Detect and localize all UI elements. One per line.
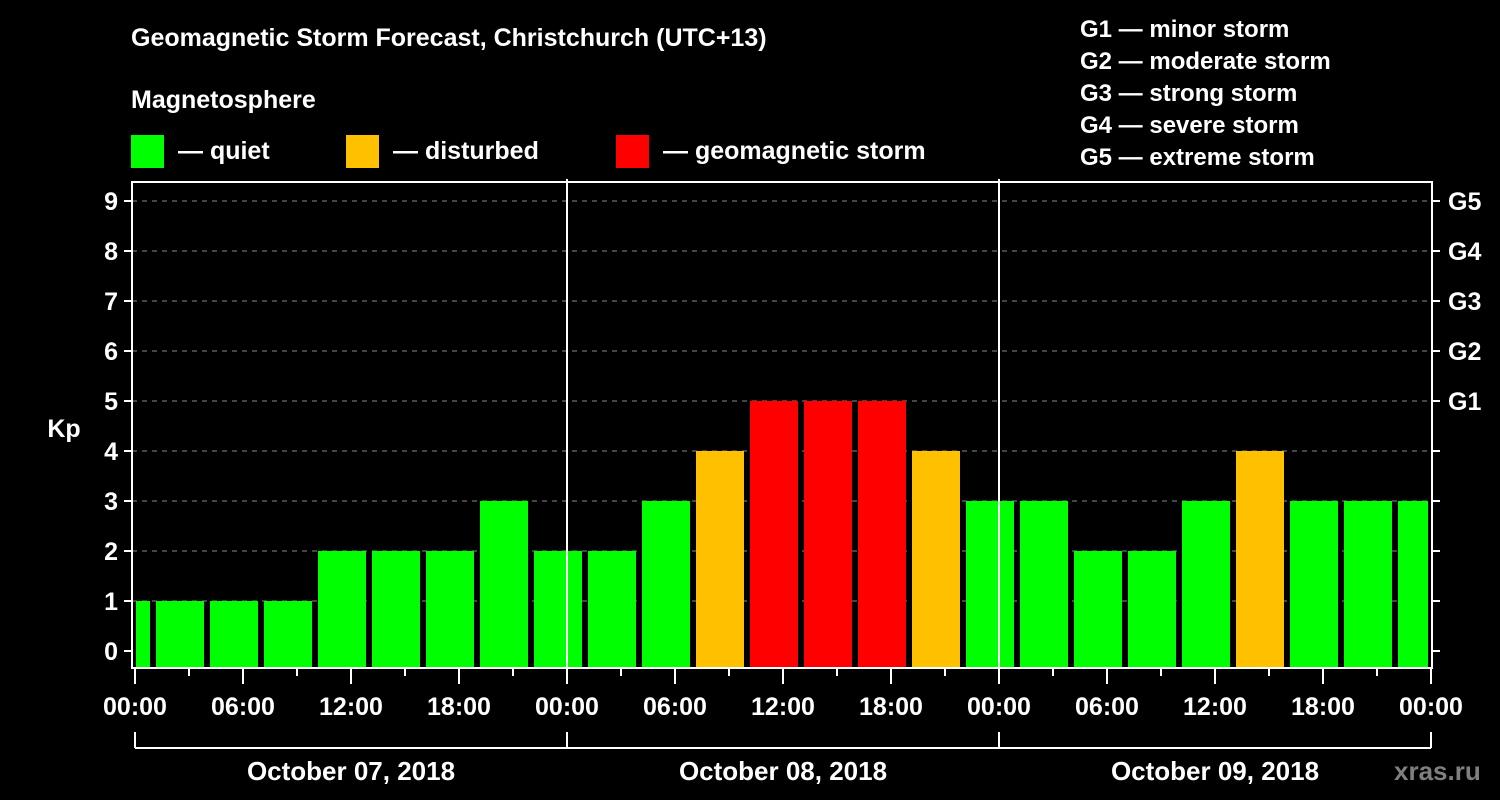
kp-bar-quiet [136, 601, 150, 668]
y-axis-label: Kp [47, 415, 80, 443]
kp-bar-storm [804, 401, 852, 668]
kp-bar-quiet [1020, 501, 1068, 668]
kp-bar-quiet [588, 551, 636, 668]
kp-bar-quiet [1290, 501, 1338, 668]
kp-bar-disturbed [1236, 451, 1284, 668]
g-scale-item: G3 — strong storm [1080, 80, 1298, 107]
y-tick-label: 8 [104, 238, 118, 266]
g-level-label: G3 [1448, 288, 1481, 316]
g-level-label: G5 [1448, 188, 1481, 216]
x-tick-label: 18:00 [859, 693, 923, 721]
magnetosphere-label: Magnetosphere [131, 86, 316, 114]
legend-disturbed: — disturbed [346, 134, 539, 168]
legend-storm-label: — geomagnetic storm [663, 136, 926, 165]
x-tick-label: 00:00 [535, 693, 599, 721]
legend-disturbed-label: — disturbed [393, 136, 539, 165]
g-scale-item: G1 — minor storm [1080, 16, 1290, 43]
kp-bar-quiet [426, 551, 474, 668]
x-tick-label: 12:00 [1183, 693, 1247, 721]
kp-bar-quiet [156, 601, 204, 668]
kp-bar-quiet [966, 501, 1014, 668]
storm-swatch-icon [616, 134, 649, 168]
x-tick-label: 06:00 [643, 693, 707, 721]
y-tick-label: 7 [104, 288, 118, 316]
y-tick-label: 6 [104, 338, 118, 366]
x-tick-label: 12:00 [751, 693, 815, 721]
date-label: October 07, 2018 [247, 756, 455, 786]
watermark: xras.ru [1394, 756, 1481, 786]
y-tick-label: 9 [104, 188, 118, 216]
g-scale-item: G4 — severe storm [1080, 112, 1299, 139]
y-tick-label: 4 [104, 438, 118, 466]
x-tick-label: 00:00 [1399, 693, 1463, 721]
kp-bar-disturbed [912, 451, 960, 668]
x-tick-label: 00:00 [103, 693, 167, 721]
kp-bar-storm [750, 401, 798, 668]
y-tick-label: 0 [104, 638, 118, 666]
kp-bar-quiet [642, 501, 690, 668]
chart-title: Geomagnetic Storm Forecast, Christchurch… [131, 24, 767, 52]
kp-bar-quiet [1128, 551, 1176, 668]
x-tick-label: 06:00 [1075, 693, 1139, 721]
kp-bar-quiet [264, 601, 312, 668]
g-level-label: G2 [1448, 338, 1481, 366]
kp-bar-quiet [1344, 501, 1392, 668]
bars [136, 401, 1428, 668]
kp-bar-quiet [1074, 551, 1122, 668]
kp-bar-quiet [210, 601, 258, 668]
kp-bar-quiet [372, 551, 420, 668]
axes [124, 179, 1440, 749]
y-tick-label: 3 [104, 488, 118, 516]
y-tick-label: 1 [104, 588, 118, 616]
legend-quiet-label: — quiet [178, 136, 270, 165]
kp-bar-quiet [318, 551, 366, 668]
kp-bar-quiet [534, 551, 582, 668]
kp-bar-disturbed [696, 451, 744, 668]
x-tick-label: 18:00 [1291, 693, 1355, 721]
date-label: October 09, 2018 [1111, 756, 1319, 786]
g-scale-legend: G1 — minor storm G2 — moderate storm G3 … [1080, 14, 1331, 174]
y-tick-label: 5 [104, 388, 118, 416]
g-level-label: G4 [1448, 238, 1481, 266]
y-tick-label: 2 [104, 538, 118, 566]
quiet-swatch-icon [131, 134, 164, 168]
kp-bar-quiet [1182, 501, 1230, 668]
g-level-label: G1 [1448, 388, 1481, 416]
legend-quiet: — quiet [131, 134, 270, 168]
x-tick-label: 18:00 [427, 693, 491, 721]
kp-bar-storm [858, 401, 906, 668]
axis-labels: 0 1 2 3 4 5 6 7 8 9 G1 G2 G3 G4 G5 Kp 00:00 06:00 12:00 18:… [47, 188, 1481, 786]
legend-storm: — geomagnetic storm [616, 134, 926, 168]
x-tick-label: 06:00 [211, 693, 275, 721]
x-tick-label: 12:00 [319, 693, 383, 721]
date-label: October 08, 2018 [679, 756, 887, 786]
g-scale-item: G2 — moderate storm [1080, 48, 1331, 75]
kp-bar-quiet [480, 501, 528, 668]
kp-bar-quiet [1398, 501, 1428, 668]
g-scale-item: G5 — extreme storm [1080, 144, 1315, 171]
x-tick-label: 00:00 [967, 693, 1031, 721]
disturbed-swatch-icon [346, 134, 379, 168]
